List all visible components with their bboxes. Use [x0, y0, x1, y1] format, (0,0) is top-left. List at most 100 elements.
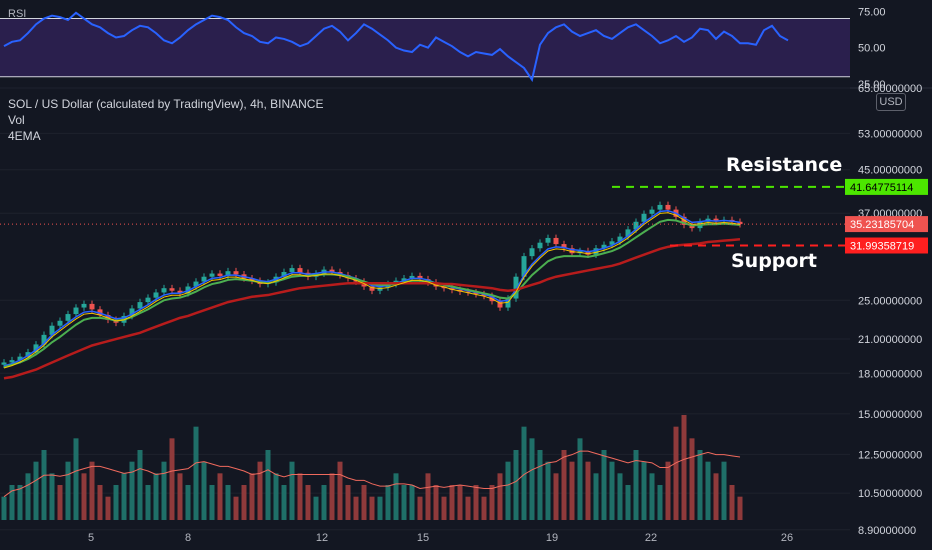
volume-bar: [121, 473, 127, 520]
price-tick-label: 18.00000000: [858, 368, 922, 380]
volume-bar: [697, 450, 703, 520]
volume-bar: [425, 473, 431, 520]
volume-bar: [249, 473, 255, 520]
candle-body: [129, 308, 135, 316]
candle-body: [657, 204, 663, 210]
volume-bar: [145, 485, 151, 520]
current-price-tag: 35.23185704: [850, 219, 914, 231]
volume-bar: [25, 473, 31, 520]
volume-bar: [641, 461, 647, 520]
candle-body: [9, 360, 15, 363]
volume-bar: [625, 485, 631, 520]
candle-body: [217, 273, 223, 276]
volume-bar: [169, 438, 175, 520]
candle-body: [97, 309, 103, 316]
resistance-price-tag: 41.64775114: [850, 182, 913, 194]
candle-body: [737, 221, 743, 225]
volume-bar: [433, 485, 439, 520]
candle-body: [569, 248, 575, 254]
rsi-series-line: [3, 11, 789, 83]
volume-bar: [665, 461, 671, 520]
volume-bar: [201, 461, 207, 520]
volume-bar: [609, 461, 615, 520]
volume-bar: [9, 485, 15, 520]
volume-bar: [465, 496, 471, 520]
ema-line: [3, 212, 741, 369]
candle-body: [409, 275, 415, 279]
candle-body: [481, 294, 487, 296]
volume-bar: [457, 485, 463, 520]
candle-body: [369, 286, 375, 291]
symbol-title[interactable]: SOL / US Dollar (calculated by TradingVi…: [8, 97, 324, 111]
volume-bar: [305, 485, 311, 520]
candle-body: [81, 303, 87, 308]
volume-bar: [561, 450, 567, 520]
volume-bar: [409, 485, 415, 520]
volume-bar: [97, 485, 103, 520]
volume-label[interactable]: Vol: [8, 113, 25, 127]
x-tick-label: 22: [645, 532, 657, 544]
volume-bar: [177, 473, 183, 520]
candle-body: [137, 302, 143, 309]
volume-bar: [489, 485, 495, 520]
current-price-tag-bg: [845, 216, 928, 233]
candle-body: [473, 292, 479, 295]
candle-body: [41, 334, 47, 345]
volume-bar: [377, 496, 383, 520]
support-annotation: Support: [731, 250, 817, 272]
candle-body: [713, 218, 719, 222]
candle-body: [617, 236, 623, 242]
rsi-band: [0, 18, 850, 77]
candle-body: [561, 244, 567, 249]
currency-badge[interactable]: USD: [876, 93, 906, 111]
volume-bar: [217, 473, 223, 520]
candle-body: [89, 303, 95, 310]
volume-bar: [369, 496, 375, 520]
volume-bar: [737, 496, 743, 520]
volume-bar: [81, 473, 87, 520]
volume-bar: [153, 473, 159, 520]
volume-bar: [265, 450, 271, 520]
candle-body: [505, 298, 511, 308]
candle-body: [57, 320, 63, 326]
price-tick-label: 25.00000000: [858, 295, 922, 307]
volume-ma-line: [3, 450, 741, 498]
volume-bar: [1, 496, 7, 520]
volume-bar: [297, 473, 303, 520]
candle-body: [17, 356, 23, 361]
volume-bar: [385, 485, 391, 520]
volume-bar: [353, 496, 359, 520]
volume-bar: [537, 450, 543, 520]
volume-bar: [41, 450, 47, 520]
candle-body: [553, 237, 559, 245]
volume-bar: [57, 485, 63, 520]
candle-body: [1, 362, 7, 365]
volume-bar: [449, 485, 455, 520]
candle-body: [33, 344, 39, 353]
candle-body: [601, 244, 607, 249]
volume-bar: [361, 485, 367, 520]
volume-bar: [657, 485, 663, 520]
volume-bar: [65, 461, 71, 520]
candle-body: [65, 314, 71, 321]
price-tick-label: 15.00000000: [858, 409, 922, 421]
candle-body: [209, 273, 215, 277]
candle-body: [521, 256, 527, 277]
candle-body: [25, 352, 31, 357]
volume-bar: [185, 485, 191, 520]
x-tick-label: 12: [316, 532, 328, 544]
volume-bar: [721, 461, 727, 520]
volume-bar: [481, 496, 487, 520]
ema-line: [3, 238, 741, 380]
volume-bar: [313, 496, 319, 520]
candle-body: [49, 325, 55, 335]
resistance-annotation: Resistance: [726, 154, 843, 176]
price-tick-label: 8.90000000: [858, 525, 916, 537]
candle-body: [665, 204, 671, 210]
volume-bar: [617, 473, 623, 520]
x-tick-label: 26: [781, 532, 793, 544]
ema-label[interactable]: 4EMA: [8, 129, 41, 143]
volume-bar: [49, 473, 55, 520]
